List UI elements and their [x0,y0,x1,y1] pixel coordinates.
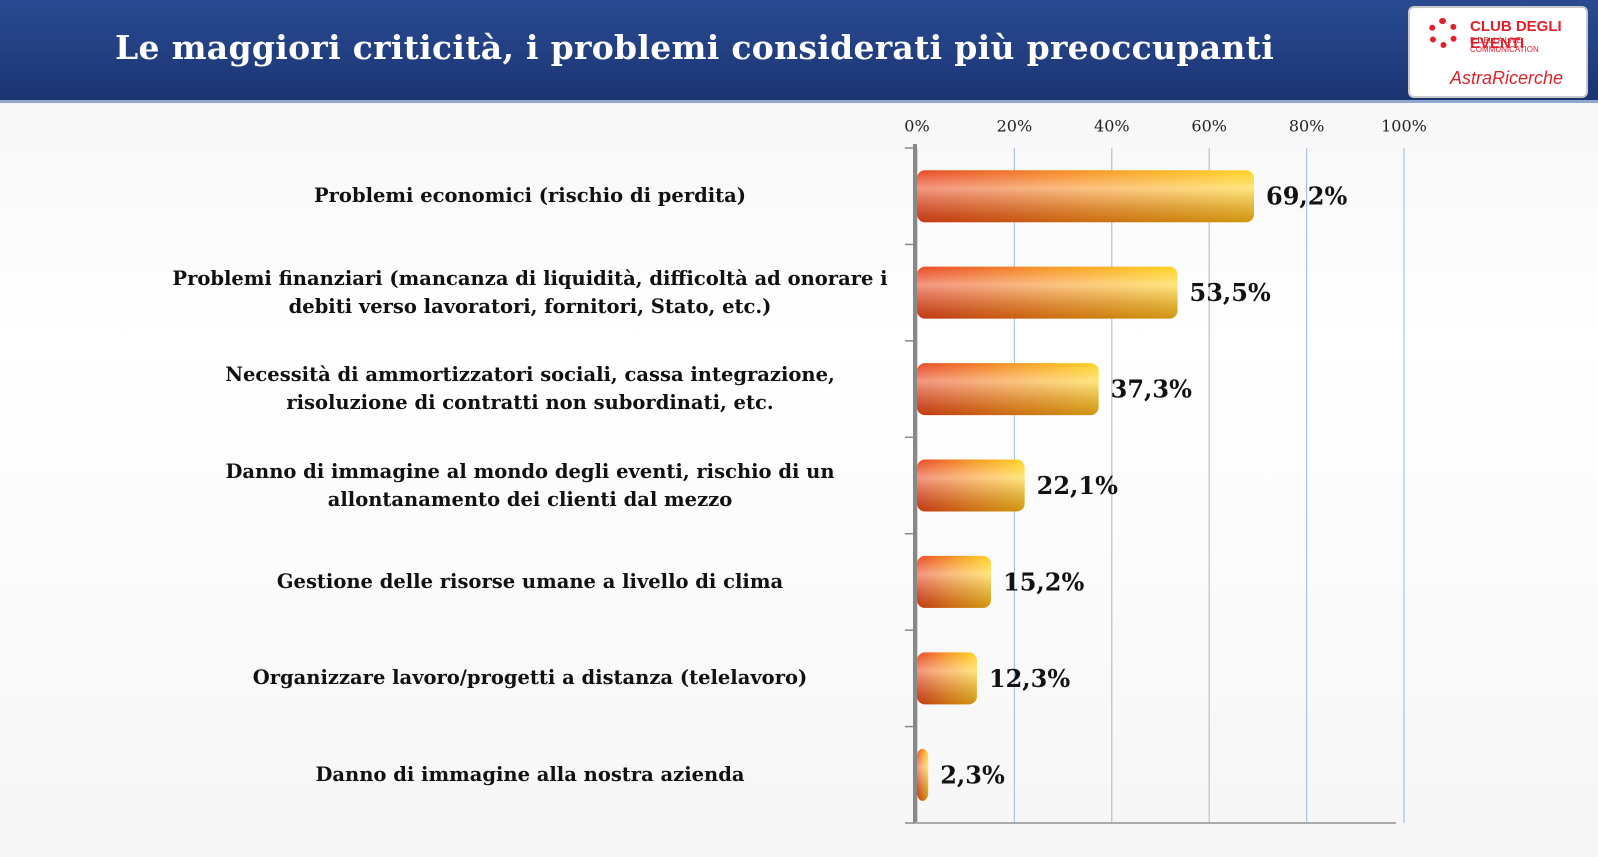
value-label: 69,2% [1266,182,1347,211]
logo-name: CLUB DEGLI EVENTI [1470,18,1562,52]
x-tick-label: 0% [904,117,929,136]
category-label: Problemi finanziari (mancanza di liquidi… [172,266,888,318]
x-tick-label: 40% [1094,117,1130,136]
x-tick-label: 100% [1381,117,1427,136]
logo-icon [1428,18,1458,48]
category-label: Danno di immagine alla nostra azienda [315,762,745,786]
value-label: 2,3% [940,760,1005,789]
bar-shade [917,748,929,801]
category-label: Danno di immagine al mondo degli eventi,… [225,459,835,511]
bar-shade [917,266,1178,319]
category-label: Problemi economici (rischio di perdita) [314,184,746,208]
bar-shade [917,652,977,705]
bar-shade [917,170,1255,223]
category-label: Organizzare lavoro/progetti a distanza (… [252,666,808,690]
value-label: 15,2% [1003,567,1084,596]
category-label: Necessità di ammortizzatori sociali, cas… [225,363,835,415]
x-tick-label: 80% [1289,117,1325,136]
value-label: 37,3% [1111,375,1192,404]
logo-tagline: E DELLA LIVE COMMUNICATION [1470,36,1539,54]
bar-shade [917,459,1025,512]
chart-title: Le maggiori criticità, i problemi consid… [115,28,1275,67]
value-label: 12,3% [989,664,1070,693]
value-label: 53,5% [1190,278,1271,307]
logo-partner: AstraRicerche [1450,68,1564,88]
x-tick-label: 20% [997,117,1033,136]
header: Le maggiori criticità, i problemi consid… [0,0,1598,103]
category-label: Gestione delle risorse umane a livello d… [276,569,784,593]
bar-shade [917,555,992,608]
bar-shade [917,363,1099,416]
logo: CLUB DEGLI EVENTI E DELLA LIVE COMMUNICA… [1408,6,1588,98]
value-label: 22,1% [1037,471,1118,500]
x-tick-label: 60% [1191,117,1227,136]
